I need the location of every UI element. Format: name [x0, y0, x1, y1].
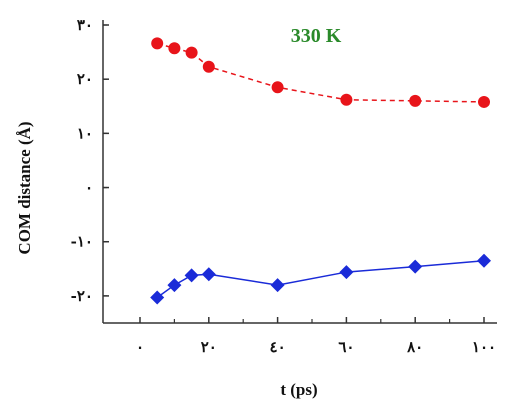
- y-tick-label: -٢٠: [71, 287, 93, 305]
- data-point: [202, 60, 215, 73]
- data-point: [340, 93, 353, 106]
- data-point: [408, 259, 423, 274]
- y-axis-ticks: ٣٠ ٢٠ ١٠ ٠ -١٠ -٢٠: [71, 16, 109, 305]
- series-layer: [150, 37, 491, 305]
- x-axis-title: t (ps): [280, 380, 317, 399]
- x-tick-label: ٢٠: [201, 338, 217, 356]
- data-point: [339, 265, 354, 280]
- x-tick-label: ٨٠: [406, 338, 423, 356]
- x-axis-ticks: ٠ ٢٠ ٤٠ ٦٠ ٨٠ ١٠٠: [136, 317, 496, 356]
- data-point: [151, 37, 164, 50]
- data-point: [270, 278, 285, 293]
- axes: [102, 20, 497, 324]
- data-point: [150, 290, 165, 305]
- data-point: [201, 267, 216, 282]
- data-point: [185, 46, 198, 59]
- series-line: [156, 42, 485, 103]
- y-tick-label: ٠: [85, 179, 93, 197]
- series-line: [156, 259, 485, 299]
- y-tick-label: ٣٠: [77, 16, 93, 34]
- data-point: [271, 81, 284, 94]
- x-tick-label: ٦٠: [338, 338, 354, 356]
- data-point: [478, 95, 490, 108]
- y-tick-label: ٢٠: [77, 70, 93, 88]
- data-point: [168, 42, 181, 55]
- y-axis-title: COM distance (Å): [15, 121, 34, 254]
- temperature-annotation: 330 K: [291, 25, 342, 47]
- y-tick-label: -١٠: [71, 233, 93, 251]
- data-point: [184, 268, 199, 283]
- series-blue-diamonds: [150, 253, 491, 305]
- data-point: [167, 278, 182, 293]
- data-point: [409, 94, 422, 107]
- x-tick-label: ٠: [136, 338, 144, 356]
- x-tick-label: ٤٠: [270, 338, 286, 356]
- x-tick-label: ١٠٠: [472, 338, 496, 356]
- data-point: [477, 253, 491, 268]
- y-tick-label: ١٠: [77, 124, 93, 142]
- series-red-circles: [151, 37, 490, 108]
